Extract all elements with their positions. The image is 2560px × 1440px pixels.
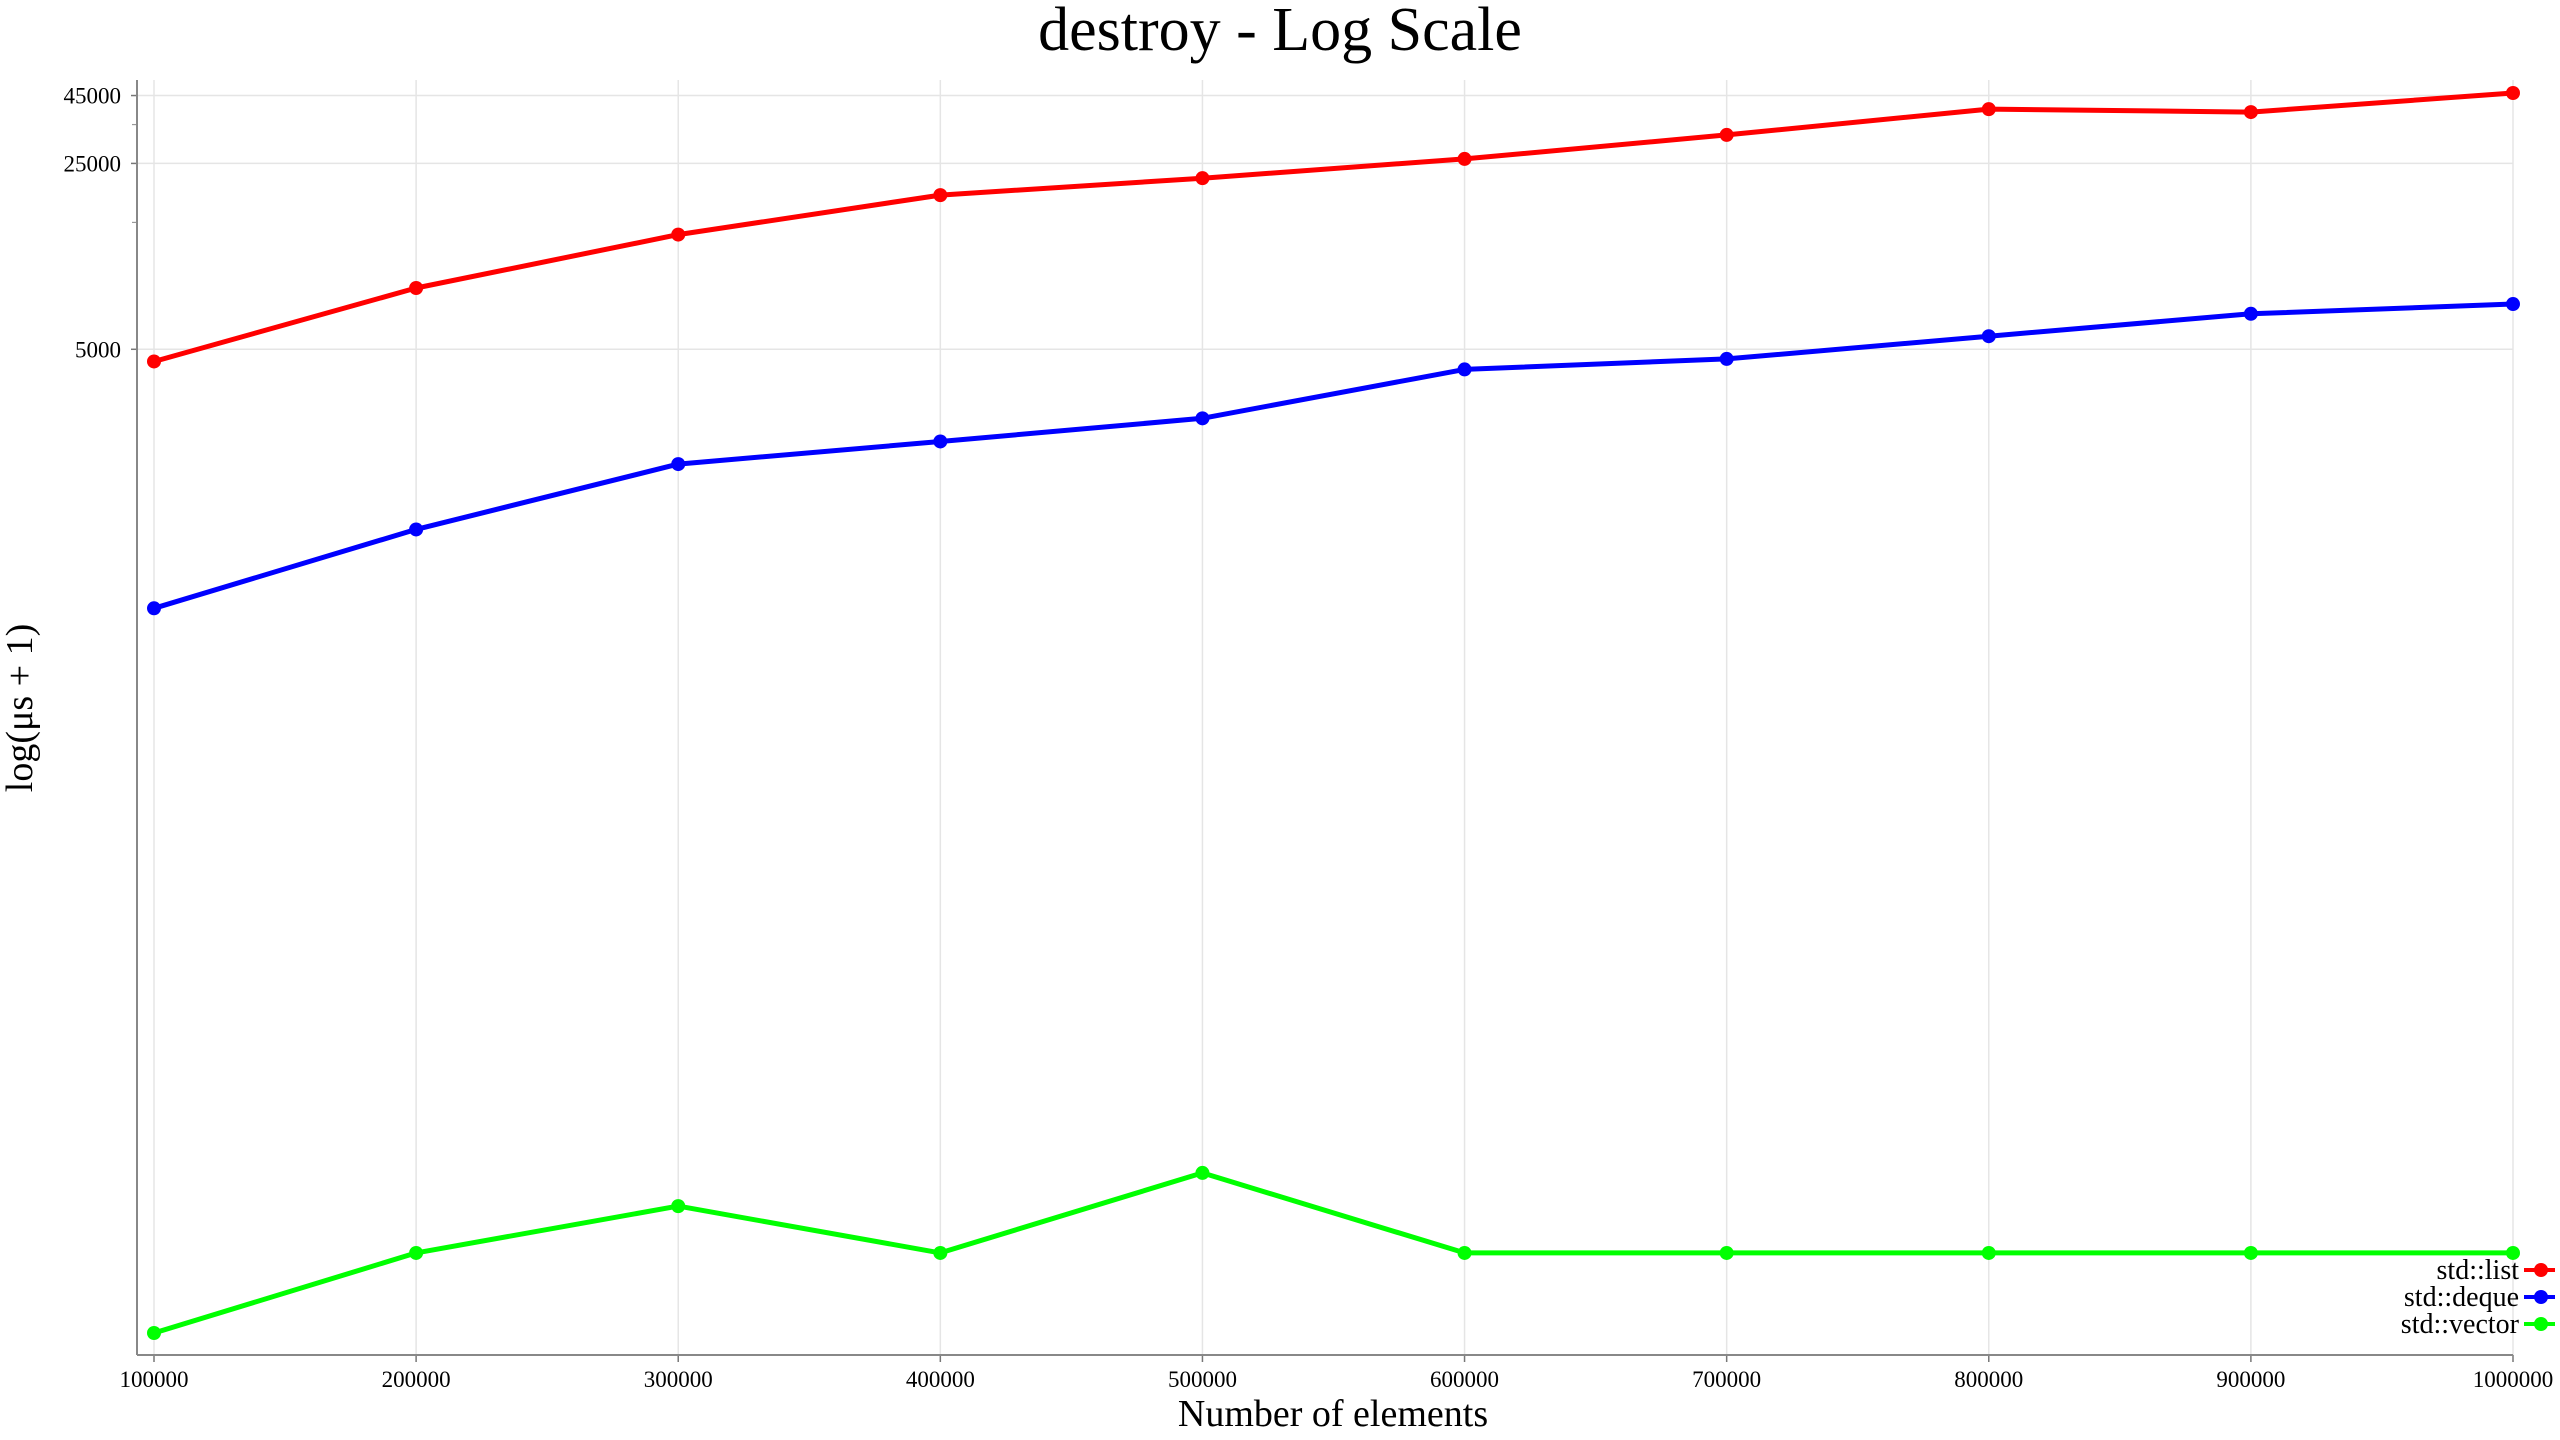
- data-point: [2506, 86, 2520, 100]
- x-tick-label: 400000: [906, 1367, 975, 1392]
- data-point: [2243, 306, 2258, 321]
- data-point: [2506, 297, 2520, 312]
- data-point: [1981, 102, 1996, 117]
- data-point: [1457, 362, 1472, 377]
- series-line-0: [153, 90, 2514, 364]
- data-point: [1981, 329, 1996, 344]
- data-point: [2243, 105, 2258, 120]
- data-point: [409, 281, 424, 296]
- data-point: [1195, 171, 1210, 186]
- data-point: [2243, 1245, 2258, 1260]
- axes: 100000 200000 300000 400000 500000 600000 7000…: [64, 80, 2554, 1392]
- chart-title: destroy - Log Scale: [1038, 0, 1522, 64]
- data-point: [2506, 1245, 2520, 1260]
- data-point: [147, 601, 161, 616]
- x-tick-label: 900000: [2216, 1367, 2285, 1392]
- data-point: [1719, 351, 1734, 366]
- legend-label: std::deque: [2404, 1282, 2519, 1313]
- y-tick-label: 45000: [64, 84, 122, 109]
- data-point: [933, 434, 948, 449]
- x-tick-label: 800000: [1954, 1367, 2023, 1392]
- series-line-1: [153, 301, 2514, 611]
- data-point: [1195, 411, 1210, 426]
- x-tick-label: 1000000: [2473, 1367, 2554, 1392]
- data-point: [671, 457, 686, 472]
- data-point: [671, 1199, 686, 1214]
- x-tick-label: 100000: [120, 1367, 189, 1392]
- data-point: [1719, 127, 1734, 142]
- grid: [137, 80, 2514, 1355]
- legend-label: std::list: [2437, 1255, 2520, 1286]
- y-axis-title: log(μs + 1): [0, 624, 41, 792]
- series-lines: [147, 86, 2520, 1340]
- data-point: [933, 188, 948, 203]
- x-tick-label: 500000: [1168, 1367, 1237, 1392]
- data-point: [147, 1326, 161, 1340]
- data-point: [1195, 1165, 1210, 1180]
- legend-swatch-marker: [2534, 1263, 2548, 1277]
- y-tick-label: 25000: [64, 151, 122, 176]
- legend-swatch-marker: [2534, 1290, 2548, 1304]
- data-point: [409, 522, 424, 537]
- data-point: [1457, 151, 1472, 166]
- x-tick-label: 300000: [644, 1367, 713, 1392]
- data-point: [147, 354, 161, 369]
- y-tick-label: 5000: [75, 337, 121, 362]
- data-point: [409, 1245, 424, 1260]
- data-point: [1457, 1245, 1472, 1260]
- x-tick-label: 200000: [382, 1367, 451, 1392]
- data-point: [933, 1245, 948, 1260]
- data-point: [1981, 1245, 1996, 1260]
- series-line-2: [153, 1170, 2513, 1336]
- data-point: [671, 227, 686, 242]
- x-tick-label: 700000: [1692, 1367, 1761, 1392]
- x-tick-label: 600000: [1430, 1367, 1499, 1392]
- x-axis-title: Number of elements: [1178, 1393, 1488, 1435]
- legend-label: std::vector: [2401, 1309, 2520, 1340]
- legend-swatch-marker: [2534, 1317, 2548, 1331]
- data-point: [1719, 1245, 1734, 1260]
